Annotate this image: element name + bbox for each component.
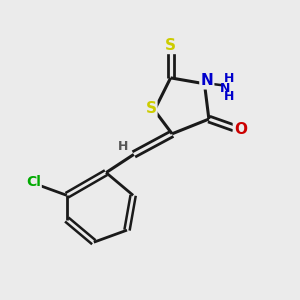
Text: O: O bbox=[234, 122, 247, 137]
Text: N: N bbox=[220, 82, 230, 95]
Text: S: S bbox=[146, 101, 156, 116]
Text: H: H bbox=[224, 90, 235, 103]
Text: S: S bbox=[165, 38, 176, 53]
Text: Cl: Cl bbox=[26, 175, 41, 189]
Text: N: N bbox=[200, 73, 213, 88]
Text: H: H bbox=[117, 140, 128, 153]
Text: H: H bbox=[224, 72, 235, 85]
